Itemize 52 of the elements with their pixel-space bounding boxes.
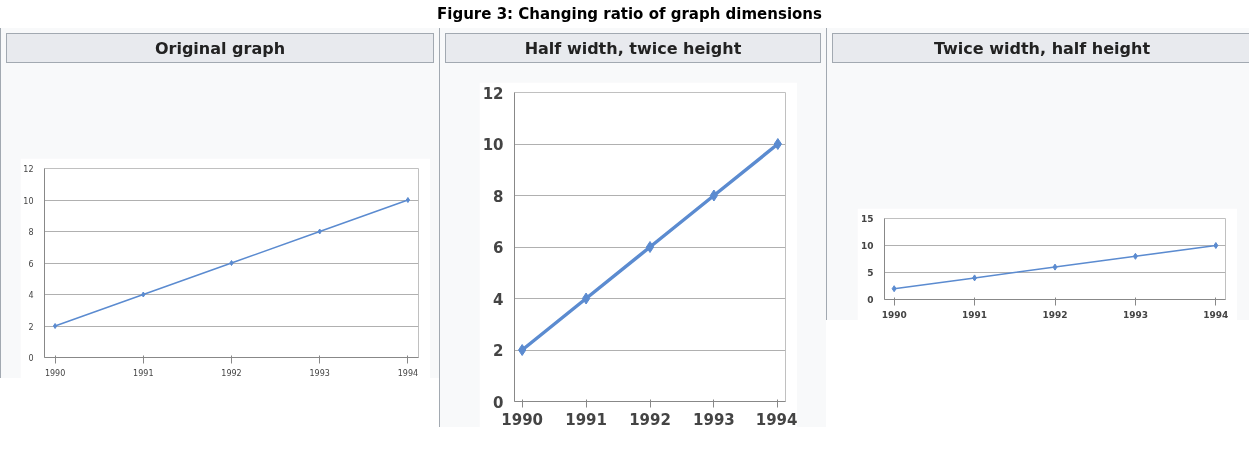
point — [1052, 263, 1058, 271]
y-tick-label: 12 — [23, 165, 34, 174]
x-tick-label: 1992 — [1042, 309, 1068, 320]
point — [972, 274, 978, 282]
chart-title: Half width, twice height — [524, 38, 742, 60]
x-tick-label: 1994 — [397, 368, 419, 378]
x-tick-label: 1994 — [1203, 309, 1229, 320]
x-tick-label: 1993 — [693, 410, 735, 429]
y-tick-label: 0 — [867, 295, 874, 305]
x-tick-label: 1993 — [1122, 309, 1148, 320]
point — [518, 344, 527, 356]
x-tick-label: 1990 — [881, 309, 907, 320]
y-tick-label: 10 — [482, 136, 504, 154]
point — [52, 323, 58, 329]
y-tick-label: 4 — [28, 291, 34, 300]
y-tick-label: 10 — [860, 241, 874, 251]
y-tick-label: 4 — [493, 290, 504, 309]
y-tick-label: 2 — [28, 322, 34, 332]
point — [317, 228, 322, 235]
x-tick-label: 1991 — [133, 368, 154, 378]
x-tick-label: 1991 — [962, 309, 988, 320]
point — [1213, 242, 1219, 249]
y-tick-label: 8 — [28, 228, 34, 237]
point — [229, 260, 234, 266]
point — [645, 241, 655, 253]
x-tick-label: 1992 — [629, 410, 671, 429]
y-tick-label: 5 — [867, 268, 874, 278]
chart-title: Original graph — [154, 38, 286, 60]
chart-title: Twice width, half height — [933, 38, 1151, 60]
y-tick-label: 15 — [860, 214, 874, 224]
point — [141, 291, 146, 298]
y-tick-label: 2 — [493, 342, 504, 360]
point — [891, 285, 897, 293]
y-tick-label: 6 — [28, 259, 34, 269]
x-tick-label: 1991 — [565, 410, 607, 429]
y-tick-label: 8 — [493, 187, 504, 206]
point — [405, 197, 411, 203]
y-tick-label: 6 — [493, 239, 504, 257]
point — [709, 189, 719, 202]
y-tick-label: 10 — [23, 196, 34, 206]
y-tick-label: 0 — [28, 354, 34, 363]
point — [1132, 252, 1138, 260]
x-tick-label: 1990 — [44, 368, 66, 378]
y-tick-label: 0 — [493, 393, 504, 412]
y-tick-label: 12 — [482, 84, 504, 103]
x-tick-label: 1990 — [501, 410, 544, 429]
point — [773, 138, 782, 150]
x-tick-label: 1994 — [755, 410, 798, 429]
x-tick-label: 1993 — [309, 368, 330, 378]
point — [581, 292, 591, 305]
x-tick-label: 1992 — [221, 368, 242, 378]
caption: Figure 3: Changing ratio of graph dimensions — [437, 5, 822, 23]
